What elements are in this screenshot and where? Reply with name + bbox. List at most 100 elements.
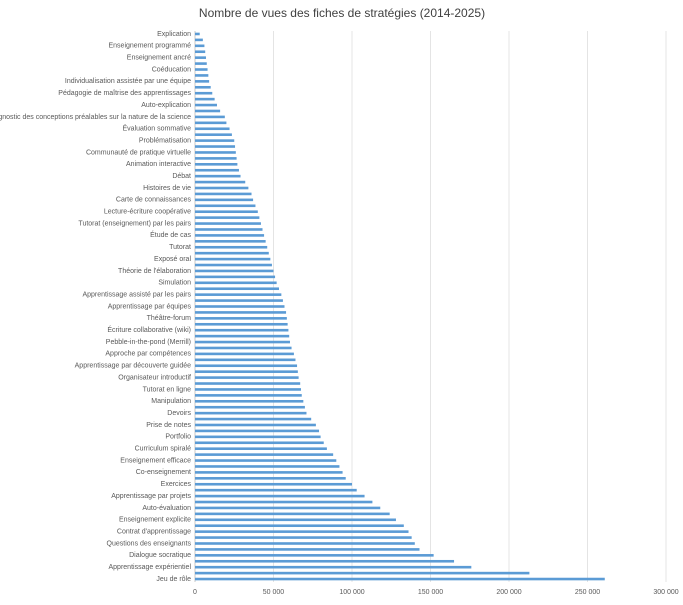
y-tick-label: Explication [157,31,191,38]
bar [195,145,236,148]
bar [195,494,365,498]
bar [195,245,268,249]
bar [195,388,301,391]
y-tick-label: Apprentissage par découverte guidée [75,363,191,370]
y-tick-label: Animation interactive [126,161,191,168]
bar [195,139,235,142]
bar [195,222,261,225]
bar [195,453,334,456]
bar [195,109,221,113]
y-tick-label: Tutorat en ligne [143,386,191,393]
bar [195,50,206,54]
bar [195,85,211,89]
y-tick-label: Enseignement ancré [127,55,191,62]
bar [195,447,327,450]
y-tick-label: Pebble-in-the-pond (Merrill) [106,339,191,346]
bar [195,127,230,131]
x-tick-label: 300 000 [653,589,678,596]
bar [195,216,260,219]
y-tick-label: Manipulation [151,398,191,405]
x-tick-label: 150 000 [418,589,443,596]
bar [195,399,304,403]
bar [195,376,299,379]
bar [195,328,289,332]
bar [195,174,241,178]
y-tick-label: Histoires de vie [143,185,191,192]
y-tick-label: Lecture-écriture coopérative [104,209,191,216]
bar [195,571,530,575]
y-tick-label: Individualisation assistée par une équip… [65,78,191,85]
y-tick-label: Co-enseignement [136,469,191,476]
bar [195,577,605,581]
y-tick-label: Apprentissage par équipes [108,303,192,310]
bar [195,210,258,214]
y-tick-label: Dialogue socratique [129,552,191,559]
bar [195,204,256,208]
y-tick-label: Tutorat [169,244,191,251]
bar [195,500,373,504]
bar [195,488,357,492]
bar [195,477,346,480]
bar [195,115,225,119]
bar [195,471,343,474]
bar [195,293,282,296]
bar [195,186,249,190]
bar [195,74,209,77]
bar [195,340,290,344]
bar [195,44,205,48]
y-tick-label: Prise de notes [146,422,191,429]
bar [195,121,227,125]
bar [195,317,287,320]
y-tick-label: Portfolio [165,434,191,441]
x-tick-label: 0 [193,589,197,596]
bar [195,441,324,445]
y-tick-label: Diagnostic des conceptions préalables su… [0,114,191,121]
bar [195,346,292,350]
bar [195,542,415,545]
y-tick-label: Devoirs [167,410,191,417]
y-tick-label: Écriture collaborative (wiki) [107,325,191,334]
bar [195,38,203,42]
bar [195,559,455,563]
y-tick-label: Simulation [158,280,191,287]
y-tick-label: Théorie de l'élaboration [118,268,191,275]
bar [195,352,294,356]
y-tick-label: Problématisation [139,137,191,144]
bar [195,518,396,522]
bar [195,275,276,279]
bar [195,334,290,338]
bar [195,68,208,71]
y-tick-label: Curriculum spiralé [135,446,192,453]
bar [195,251,269,255]
bar [195,548,420,551]
bar [195,257,271,261]
y-tick-label: Approche par compétences [105,351,191,358]
bar [195,423,316,427]
bar [195,565,472,569]
y-tick-label: Enseignement efficace [120,457,191,464]
bar [195,269,274,273]
bar [195,198,254,202]
bar [195,133,232,136]
bar [195,97,215,101]
bar [195,429,320,433]
y-tick-label: Théâtre-forum [147,315,192,322]
y-tick-label: Coéducation [152,66,191,73]
chart-title: Nombre de vues des fiches de stratégies … [199,6,485,20]
bar [195,80,210,83]
bar [195,91,213,95]
y-tick-label: Communauté de pratique virtuelle [86,149,191,156]
y-tick-label: Auto-explication [141,102,191,109]
bar [195,465,340,468]
bar [195,228,263,231]
y-tick-label: Enseignement explicite [119,517,191,524]
x-tick-label: 50 000 [263,589,285,596]
y-tick-label: Enseignement programmé [109,43,192,50]
bar [195,364,298,368]
bar [195,305,285,308]
bar [195,530,409,533]
bar [195,62,207,65]
bar [195,394,302,397]
